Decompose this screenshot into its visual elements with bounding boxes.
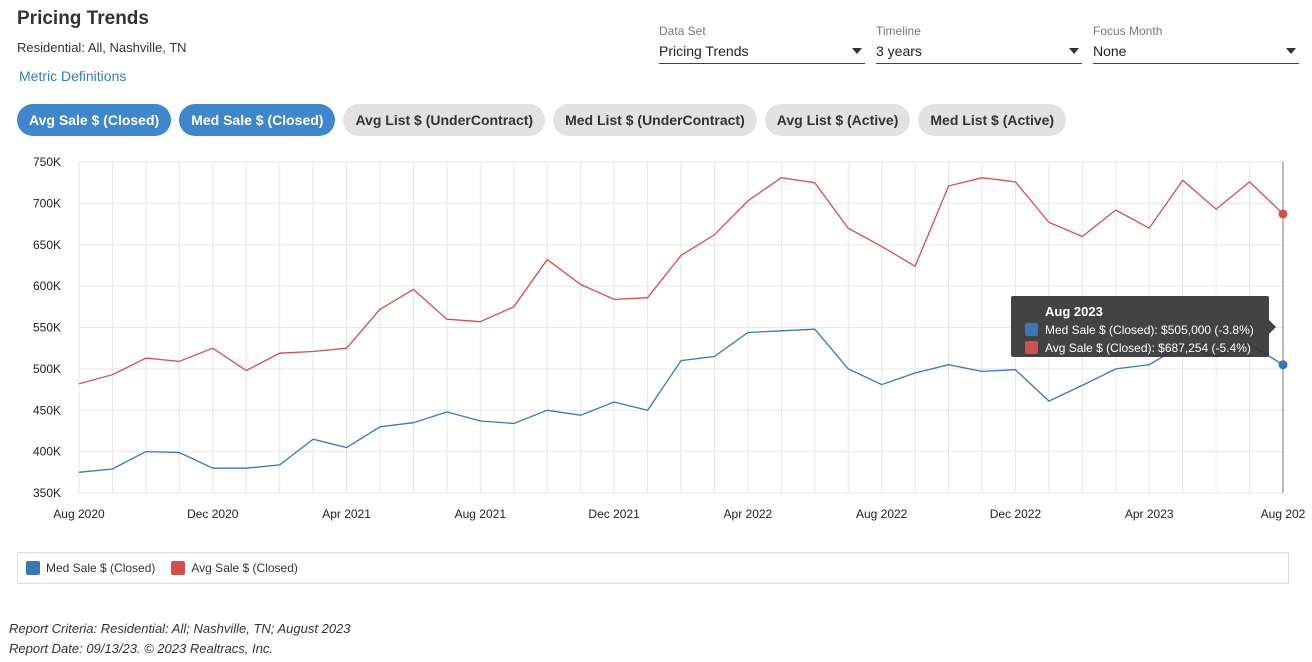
series-end-marker-0: [1278, 360, 1288, 370]
pill-med-list-active[interactable]: Med List $ (Active): [918, 104, 1067, 136]
tooltip-line: Med Sale $ (Closed): $505,000 (-3.8%): [1045, 323, 1254, 337]
pill-med-sale-closed[interactable]: Med Sale $ (Closed): [179, 104, 336, 136]
x-tick-label: Apr 2021: [322, 507, 371, 521]
x-tick-label: Apr 2023: [1125, 507, 1174, 521]
x-tick-label: Dec 2020: [187, 507, 239, 521]
y-tick-label: 550K: [33, 321, 61, 335]
pricing-trends-chart[interactable]: 350K 400K 450K 500K 550K 600K 650K 700K 750K Aug …: [0, 150, 1312, 530]
data-set-select[interactable]: Pricing Trends: [659, 42, 865, 64]
tooltip-box: [1011, 296, 1269, 357]
pill-avg-sale-closed[interactable]: Avg Sale $ (Closed): [17, 104, 172, 136]
x-tick-label: Aug 202: [1261, 507, 1306, 521]
x-tick-label: Aug 2021: [455, 507, 507, 521]
timeline-label: Timeline: [876, 24, 921, 38]
metric-definitions-link[interactable]: Metric Definitions: [19, 68, 127, 84]
data-set-control: Data Set Pricing Trends: [659, 24, 865, 64]
legend-swatch-med-sale: [26, 561, 40, 575]
data-set-value: Pricing Trends: [659, 43, 749, 59]
x-tick-label: Aug 2020: [53, 507, 105, 521]
x-tick-label: Apr 2022: [724, 507, 773, 521]
tooltip-line: Avg Sale $ (Closed): $687,254 (-5.4%): [1045, 341, 1251, 355]
caret-down-icon: [852, 48, 862, 54]
tooltip-title: Aug 2023: [1045, 304, 1103, 319]
y-tick-label: 450K: [33, 403, 61, 417]
series-end-marker-1: [1278, 209, 1288, 219]
timeline-control: Timeline 3 years: [876, 24, 1082, 64]
chart-tooltip: Aug 2023 Med Sale $ (Closed): $505,000 (-…: [1011, 296, 1276, 357]
legend-item-med-sale[interactable]: Med Sale $ (Closed): [26, 561, 155, 575]
tooltip-swatch: [1025, 341, 1038, 354]
chart-legend: Med Sale $ (Closed) Avg Sale $ (Closed): [17, 552, 1289, 584]
report-date: Report Date: 09/13/23. © 2023 Realtracs,…: [9, 641, 273, 656]
y-tick-label: 750K: [33, 155, 61, 169]
series-line-0: [78, 328, 1284, 473]
focus-month-select[interactable]: None: [1093, 42, 1299, 64]
tooltip-swatch: [1025, 323, 1038, 336]
focus-month-value: None: [1093, 43, 1127, 59]
page-title: Pricing Trends: [17, 8, 149, 29]
legend-label-med-sale: Med Sale $ (Closed): [46, 561, 156, 575]
legend-item-avg-sale[interactable]: Avg Sale $ (Closed): [171, 561, 298, 575]
y-tick-label: 600K: [33, 279, 61, 293]
page-subtitle: Residential: All, Nashville, TN: [17, 40, 187, 55]
y-tick-label: 350K: [33, 486, 61, 500]
series-line-1: [78, 177, 1284, 385]
focus-month-control: Focus Month None: [1093, 24, 1299, 64]
legend-label-avg-sale: Avg Sale $ (Closed): [191, 561, 298, 575]
timeline-select[interactable]: 3 years: [876, 42, 1082, 64]
focus-month-label: Focus Month: [1093, 24, 1163, 38]
caret-down-icon: [1069, 48, 1079, 54]
pill-med-list-undercontract[interactable]: Med List $ (UnderContract): [553, 104, 757, 136]
timeline-value: 3 years: [876, 43, 922, 59]
y-tick-label: 500K: [33, 362, 61, 376]
data-set-label: Data Set: [659, 24, 706, 38]
x-tick-label: Aug 2022: [856, 507, 908, 521]
y-tick-label: 700K: [33, 196, 61, 210]
pill-avg-list-undercontract[interactable]: Avg List $ (UnderContract): [343, 104, 546, 136]
x-tick-label: Dec 2021: [588, 507, 640, 521]
caret-down-icon: [1286, 48, 1296, 54]
report-criteria: Report Criteria: Residential: All; Nashv…: [9, 621, 351, 636]
x-tick-label: Dec 2022: [990, 507, 1042, 521]
y-tick-label: 650K: [33, 238, 61, 252]
metric-toggle-group: Avg Sale $ (Closed) Med Sale $ (Closed) …: [17, 104, 1067, 136]
y-tick-label: 400K: [33, 445, 61, 459]
legend-swatch-avg-sale: [171, 561, 186, 575]
pill-avg-list-active[interactable]: Avg List $ (Active): [764, 104, 911, 136]
tooltip-pointer: [1269, 320, 1276, 334]
